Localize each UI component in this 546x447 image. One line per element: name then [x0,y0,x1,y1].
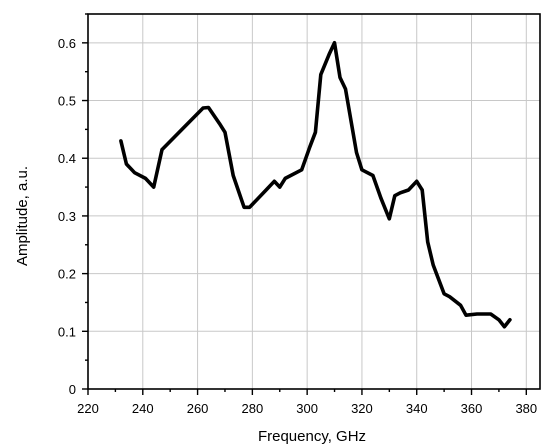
series-line [119,40,512,329]
x-tick-label: 340 [406,401,428,416]
y-tick-label: 0 [69,382,76,397]
y-tick-label: 0.2 [58,267,76,282]
y-tick-label: 0.6 [58,36,76,51]
x-tick-label: 300 [296,401,318,416]
x-tick-label: 280 [242,401,264,416]
y-tick-labels: 0 0.1 0.2 0.3 0.4 0.5 0.6 [58,36,76,397]
y-tick-label: 0.5 [58,94,76,109]
x-axis-label: Frequency, GHz [258,428,366,445]
y-tick-label: 0.3 [58,209,76,224]
axis-ticks [82,13,528,395]
x-tick-label: 360 [461,401,483,416]
x-tick-label: 320 [351,401,373,416]
gridlines [88,14,540,389]
x-tick-label: 260 [187,401,209,416]
x-tick-labels: 220 240 260 280 300 320 340 360 380 [77,401,537,416]
x-tick-label: 220 [77,401,99,416]
y-axis-label: Amplitude, a.u. [14,166,31,266]
plot-frame [87,13,541,390]
y-tick-label: 0.4 [58,151,76,166]
x-tick-label: 380 [515,401,537,416]
x-tick-label: 240 [132,401,154,416]
y-tick-label: 0.1 [58,324,76,339]
